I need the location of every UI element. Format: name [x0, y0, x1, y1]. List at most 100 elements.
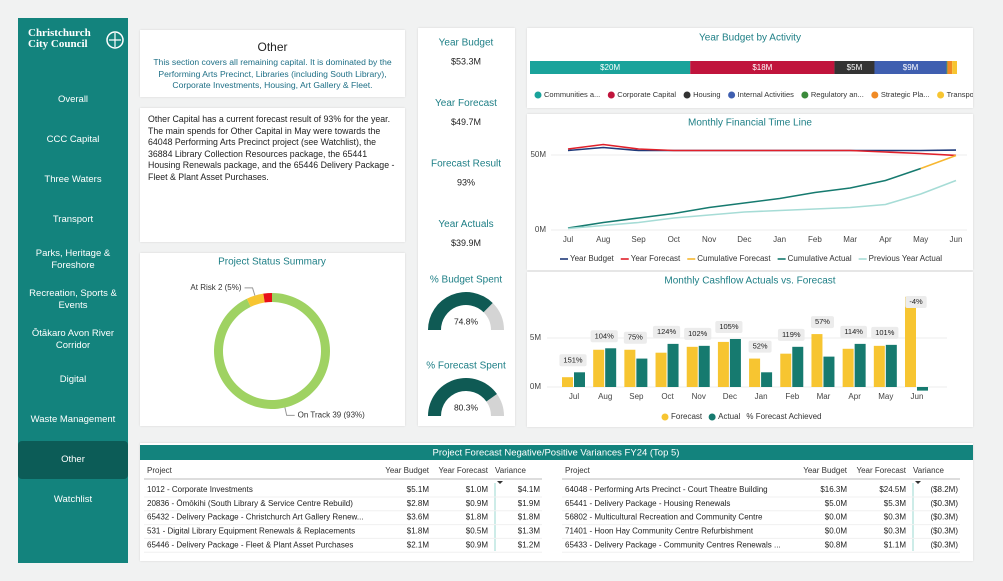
gauge-title: % Forecast Spent	[426, 361, 506, 372]
y-tick-label: 0M	[530, 382, 541, 391]
sidebar: Christchurch City Council Overall CCC Cap…	[18, 18, 128, 563]
x-tick-label: Sep	[631, 235, 646, 244]
legend-marker	[801, 91, 809, 99]
bar	[574, 372, 585, 387]
activity-panel: Year Budget by Activity $20M $18M $5M $9M Com…	[527, 28, 973, 108]
column-header: Year Forecast	[856, 466, 906, 475]
nav-item[interactable]: Digital	[59, 374, 87, 385]
x-tick-label: Mar	[843, 235, 857, 244]
nav-item[interactable]: Other	[18, 441, 128, 479]
chart-title: Project Status Summary	[218, 257, 326, 268]
logo-line: Christchurch	[28, 27, 91, 39]
gauge-value: 80.3%	[454, 402, 479, 412]
kpi-value: $39.9M	[451, 238, 481, 248]
table-cell: 56802 - Multicultural Recreation and Com…	[565, 513, 763, 522]
legend-marker	[871, 91, 879, 99]
gauge-track	[486, 393, 504, 416]
table-cell: 20836 - Ōmōkihi (South Library & Service…	[147, 499, 353, 508]
x-tick-label: Oct	[668, 235, 681, 244]
table-cell: ($0.3M)	[930, 540, 958, 549]
legend-marker	[534, 91, 542, 99]
timeline-chart: Monthly Financial Time Line 0M 50M Jul Aug Se…	[530, 118, 967, 263]
table-cell: ($0.3M)	[930, 499, 958, 508]
kpi-value: 93%	[457, 177, 475, 187]
bar	[698, 345, 710, 387]
table-cell: $1.8M	[518, 513, 541, 522]
nav-item[interactable]: Watchlist	[53, 494, 93, 505]
gauge-track	[483, 302, 504, 330]
nav-item[interactable]: Ōtākaro Avon River Corridor	[31, 328, 115, 351]
title-bar	[140, 445, 973, 460]
legend-label: Communities a...	[544, 90, 600, 99]
bar	[729, 338, 741, 387]
table-cell: $2.1M	[407, 540, 430, 549]
legend-label: Regulatory an...	[811, 90, 864, 99]
bar-segment	[947, 61, 953, 74]
x-tick-label: Jan	[773, 235, 786, 244]
nav-item[interactable]: Three Waters	[44, 174, 102, 185]
status-chart: Project Status Summary On Track 39 (93%) A…	[190, 257, 365, 420]
segment-label: $5M	[847, 63, 863, 72]
x-tick-label: Sep	[629, 392, 644, 401]
legend-label: Transport	[947, 90, 973, 99]
legend-label: Year Forecast	[631, 254, 681, 263]
data-label: -4%	[909, 297, 923, 306]
bar	[917, 387, 928, 391]
nav-item[interactable]: CCC Capital	[46, 134, 100, 145]
data-label: 105%	[719, 322, 739, 331]
x-tick-label: Aug	[596, 235, 610, 244]
table-cell: $0.3M	[884, 527, 907, 536]
legend-marker	[728, 91, 736, 99]
legend-marker	[683, 91, 691, 99]
logo-line: City Council	[28, 38, 88, 50]
table-cell: ($0.3M)	[930, 527, 958, 536]
segment-label: $9M	[903, 63, 919, 72]
bar-segment	[946, 61, 948, 74]
variance-tables: Project Forecast Negative/Positive Varia…	[140, 445, 973, 553]
nav-item[interactable]: Transport	[52, 214, 94, 225]
column-header: Project	[565, 466, 591, 475]
data-label-box	[559, 354, 587, 367]
data-label-box	[840, 325, 867, 338]
x-tick-label: Jul	[563, 235, 573, 244]
table-cell: 65446 - Delivery Package - Fleet & Plant…	[147, 540, 353, 549]
data-label-box	[748, 340, 772, 353]
x-tick-label: Nov	[702, 235, 716, 244]
data-label-box	[684, 327, 712, 340]
legend-label: Previous Year Actual	[869, 254, 943, 263]
bar	[905, 296, 916, 387]
bar	[655, 352, 667, 387]
data-label: 101%	[875, 328, 895, 337]
bar	[624, 349, 636, 387]
gauge-value: 74.8%	[454, 316, 479, 326]
table-cell: ($0.3M)	[930, 513, 958, 522]
legend-marker	[607, 91, 615, 99]
nav-item[interactable]: Overall	[57, 94, 89, 105]
bar	[854, 343, 866, 387]
table-cell: $2.8M	[407, 499, 430, 508]
bar-segment	[530, 61, 691, 74]
bar-segment	[834, 61, 875, 74]
cashflow-chart: Monthly Cashflow Actuals vs. Forecast 0M 5…	[530, 276, 947, 421]
nav-item[interactable]: Waste Management	[30, 414, 116, 425]
legend-marker	[708, 413, 716, 421]
logo-emblem	[106, 31, 124, 49]
table-cell: $0.0M	[825, 513, 848, 522]
x-tick-label: Dec	[723, 392, 737, 401]
table-cell: $1.2M	[518, 540, 541, 549]
kpi-panel: Year Budget $53.3M Year Forecast $49.7M Fore…	[418, 28, 515, 426]
x-tick-label: Feb	[808, 235, 822, 244]
nav-item[interactable]: Parks, Heritage & Foreshore	[35, 248, 111, 271]
nav-item[interactable]: Recreation, Sports & Events	[29, 288, 117, 311]
data-label: 102%	[688, 329, 708, 338]
table-cell: 71401 - Hoon Hay Community Centre Refurb…	[565, 527, 754, 536]
x-tick-label: Mar	[817, 392, 831, 401]
table-cell: $5.0M	[825, 499, 848, 508]
x-tick-label: Jun	[911, 392, 924, 401]
column-header: Year Budget	[803, 466, 848, 475]
data-label: 57%	[815, 317, 830, 326]
table-cell: $16.3M	[820, 485, 847, 494]
kpi-label: Year Forecast	[435, 98, 497, 109]
logo: Christchurch City Council	[28, 28, 91, 50]
table-cell: 531 - Digital Library Equipment Renewals…	[147, 527, 355, 536]
